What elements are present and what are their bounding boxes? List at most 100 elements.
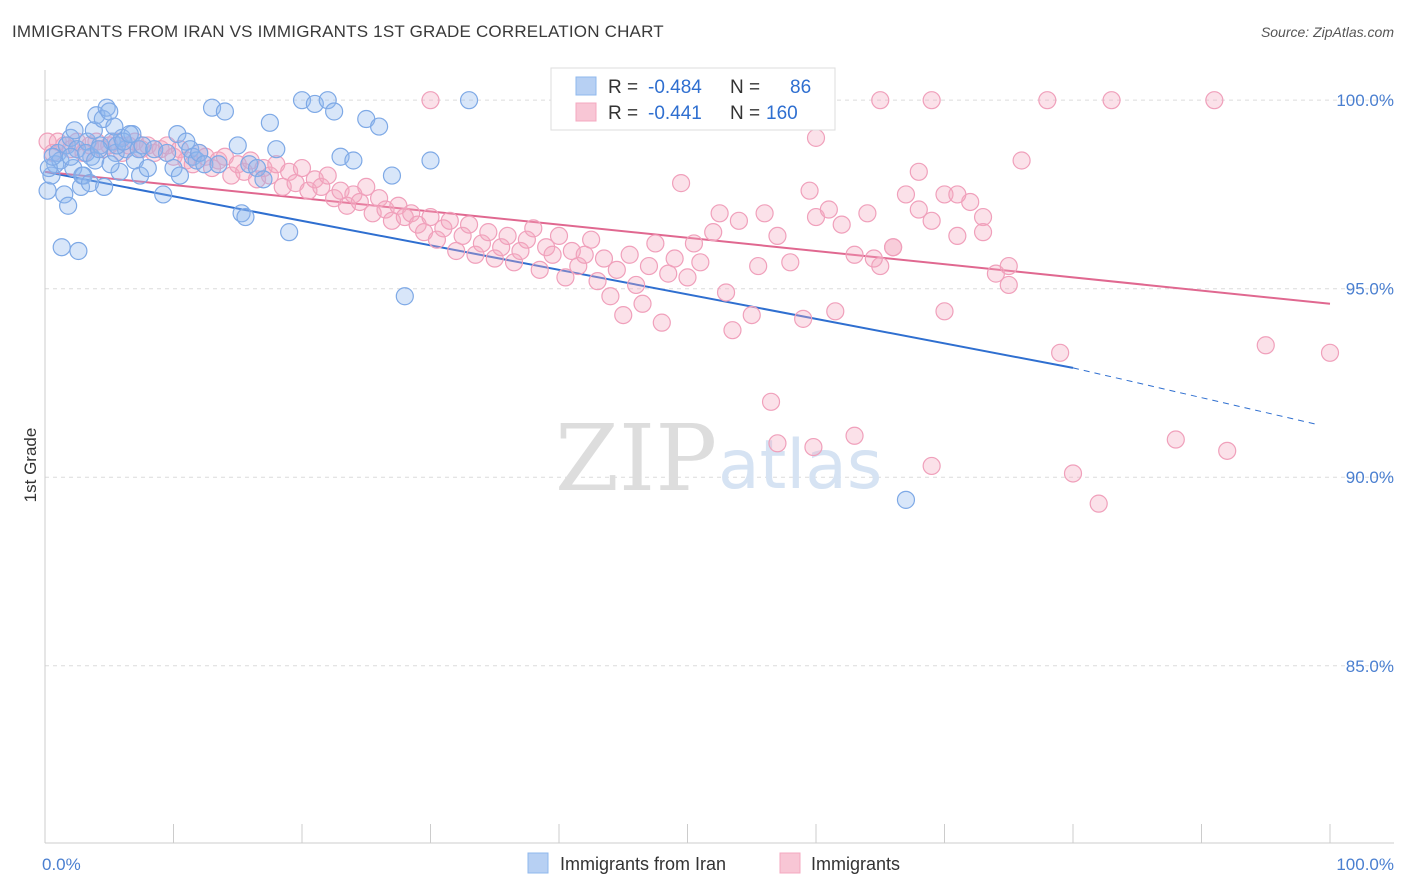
point-immigrants — [1012, 151, 1031, 170]
point-immigrants — [370, 189, 389, 208]
point-iran — [73, 166, 92, 185]
point-iran — [344, 151, 363, 170]
point-immigrants — [826, 302, 845, 321]
legend-r-value-0: -0.484 — [648, 77, 702, 98]
point-iran — [228, 136, 247, 155]
point-immigrants — [466, 245, 485, 264]
point-immigrants — [601, 287, 620, 306]
point-immigrants — [909, 200, 928, 219]
point-iran — [89, 140, 109, 159]
zipatlas-watermark: ZIP atlas — [555, 405, 882, 512]
point-immigrants — [620, 245, 639, 264]
point-immigrants — [948, 185, 967, 204]
legend-n-value-0: 86 — [790, 77, 811, 98]
point-immigrants — [530, 260, 549, 279]
point-immigrants — [492, 238, 511, 257]
point-iran — [69, 241, 88, 261]
point-iran — [164, 158, 183, 178]
legend-n-label-1: N = — [730, 103, 760, 124]
point-immigrants — [935, 185, 954, 204]
point-immigrants — [569, 256, 588, 276]
points-immigrants — [38, 91, 1340, 513]
point-immigrants — [832, 215, 851, 234]
point-immigrants — [421, 91, 440, 110]
point-immigrants — [768, 434, 787, 453]
point-immigrants — [434, 219, 453, 238]
point-immigrants — [922, 211, 941, 230]
point-immigrants — [357, 177, 376, 196]
point-immigrants — [659, 264, 678, 283]
point-iran — [896, 490, 916, 509]
point-immigrants — [594, 249, 614, 268]
legend-swatch-iran — [575, 76, 597, 96]
point-iran — [421, 151, 440, 170]
point-iran — [114, 132, 133, 151]
series-legend-swatch-iran — [527, 852, 549, 874]
point-immigrants — [935, 302, 954, 321]
point-immigrants — [504, 253, 524, 272]
point-iran — [52, 238, 71, 257]
series-legend-imm: Immigrants — [811, 854, 900, 874]
point-immigrants — [318, 166, 337, 185]
point-immigrants — [858, 204, 877, 223]
point-immigrants — [729, 211, 749, 230]
point-immigrants — [421, 207, 440, 227]
legend-r-label-1: R = — [608, 103, 638, 124]
point-iran — [138, 158, 157, 178]
y-axis-label: 1st Grade — [21, 428, 40, 503]
point-iran — [38, 181, 57, 200]
point-iran — [105, 117, 124, 136]
point-immigrants — [350, 192, 369, 212]
point-iran — [247, 158, 267, 178]
point-iran — [154, 185, 173, 204]
x-tick-label-max: 100.0% — [1336, 855, 1394, 874]
point-iran — [61, 147, 80, 166]
point-immigrants — [1102, 91, 1121, 110]
point-immigrants — [537, 238, 556, 257]
point-immigrants — [804, 437, 823, 457]
y-tick-label: 90.0% — [1346, 468, 1394, 487]
point-immigrants — [1256, 336, 1275, 355]
series-legend-iran: Immigrants from Iran — [560, 854, 726, 874]
point-immigrants — [1320, 343, 1340, 362]
point-immigrants — [427, 230, 447, 249]
point-immigrants — [999, 275, 1018, 295]
point-iran — [260, 113, 279, 132]
point-iran — [254, 170, 273, 189]
point-immigrants — [402, 204, 421, 223]
point-immigrants — [678, 268, 697, 287]
point-immigrants — [517, 230, 536, 249]
point-immigrants — [543, 245, 562, 264]
point-iran — [195, 155, 214, 174]
point-immigrants — [845, 245, 864, 264]
point-immigrants — [973, 223, 993, 242]
point-immigrants — [639, 256, 659, 276]
point-immigrants — [909, 162, 928, 181]
point-iran — [101, 155, 120, 174]
point-immigrants — [723, 321, 742, 340]
point-iran — [395, 287, 414, 306]
point-immigrants — [871, 91, 890, 110]
point-immigrants — [749, 256, 768, 276]
point-iran — [55, 185, 74, 204]
point-immigrants — [626, 275, 646, 295]
point-immigrants — [588, 272, 607, 291]
point-iran — [59, 196, 78, 215]
point-immigrants — [646, 234, 665, 253]
point-iran — [209, 155, 228, 174]
point-immigrants — [575, 245, 594, 264]
point-iran — [170, 166, 190, 185]
point-iran — [80, 174, 100, 193]
point-iran — [95, 177, 114, 196]
y-tick-label: 85.0% — [1346, 657, 1394, 676]
point-immigrants — [704, 223, 723, 242]
point-immigrants — [485, 249, 504, 268]
point-immigrants — [922, 456, 941, 476]
watermark-zip: ZIP — [555, 405, 717, 512]
point-immigrants — [1089, 494, 1108, 513]
point-immigrants — [549, 226, 569, 246]
watermark-atlas: atlas — [718, 426, 882, 505]
point-immigrants — [292, 158, 312, 178]
point-iran — [382, 166, 402, 185]
